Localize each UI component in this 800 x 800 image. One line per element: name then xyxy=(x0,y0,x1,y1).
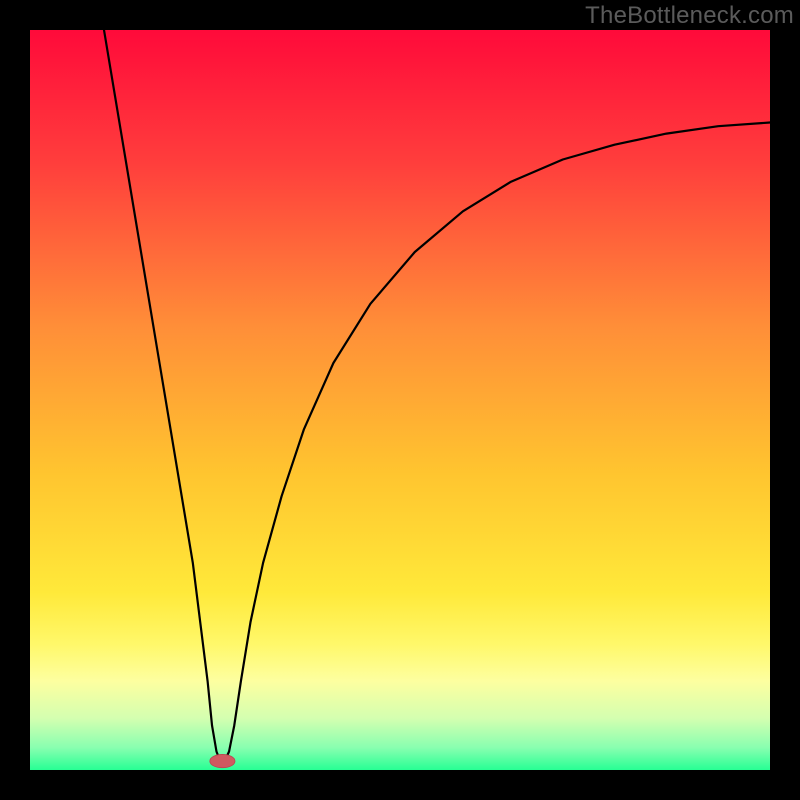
chart-container: TheBottleneck.com xyxy=(0,0,800,800)
plot-background xyxy=(30,30,770,770)
chart-svg xyxy=(0,0,800,800)
optimum-marker xyxy=(210,754,235,767)
watermark-text: TheBottleneck.com xyxy=(585,2,794,30)
